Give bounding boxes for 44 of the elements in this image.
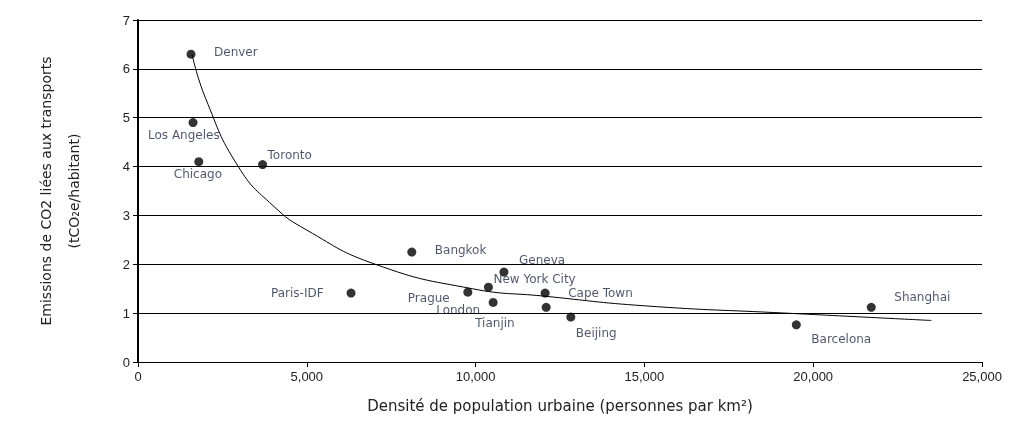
- point: [346, 288, 356, 298]
- y-tick-label: 4: [122, 159, 130, 175]
- annotation: Los Angeles: [148, 127, 220, 142]
- x-tick-label: 20,000: [793, 369, 834, 384]
- point: [866, 302, 876, 312]
- point: [463, 287, 473, 297]
- annotation: Chicago: [173, 166, 222, 181]
- point: [258, 160, 268, 170]
- y-tick-label: 2: [122, 256, 130, 272]
- y-tick-label: 3: [122, 207, 130, 223]
- y-axis-title: Emissions de CO2 liées aux transports (tCO₂e/habitant): [38, 56, 82, 326]
- x-tick-label: 5,000: [290, 369, 324, 384]
- annotation: Barcelona: [811, 331, 872, 346]
- point: [188, 118, 198, 128]
- annotation: New York City: [493, 272, 576, 287]
- annotation: Toronto: [266, 147, 312, 162]
- y-tick-label: 1: [122, 305, 130, 321]
- point: [407, 247, 417, 257]
- x-tick-label: 0: [134, 369, 142, 384]
- point: [566, 312, 576, 322]
- annotation: Paris-IDF: [271, 286, 324, 301]
- point: [540, 288, 550, 298]
- y-tick-label: 0: [122, 354, 130, 370]
- x-axis-title: Densité de population urbaine (personnes par km²): [367, 396, 753, 415]
- x-tick-label: 15,000: [624, 369, 665, 384]
- annotation: Shanghai: [894, 290, 951, 305]
- point: [541, 302, 551, 312]
- annotation: Geneva: [518, 253, 566, 268]
- point: [488, 297, 498, 307]
- annotation: Tianjin: [474, 316, 515, 331]
- annotation: Bangkok: [434, 243, 487, 258]
- y-tick-label: 6: [122, 61, 130, 77]
- annotation: Prague: [407, 291, 450, 306]
- point: [186, 49, 196, 59]
- point: [791, 320, 801, 330]
- point: [194, 157, 204, 167]
- point: [483, 282, 493, 292]
- annotation: Denver: [214, 45, 258, 60]
- x-tick-label: 25,000: [962, 369, 1002, 384]
- x-tick-label: 10,000: [455, 369, 496, 384]
- y-tick-label: 7: [122, 12, 130, 28]
- y-tick-label: 5: [122, 110, 130, 126]
- annotation: Beijing: [575, 326, 617, 341]
- annotation: Cape Town: [568, 286, 633, 301]
